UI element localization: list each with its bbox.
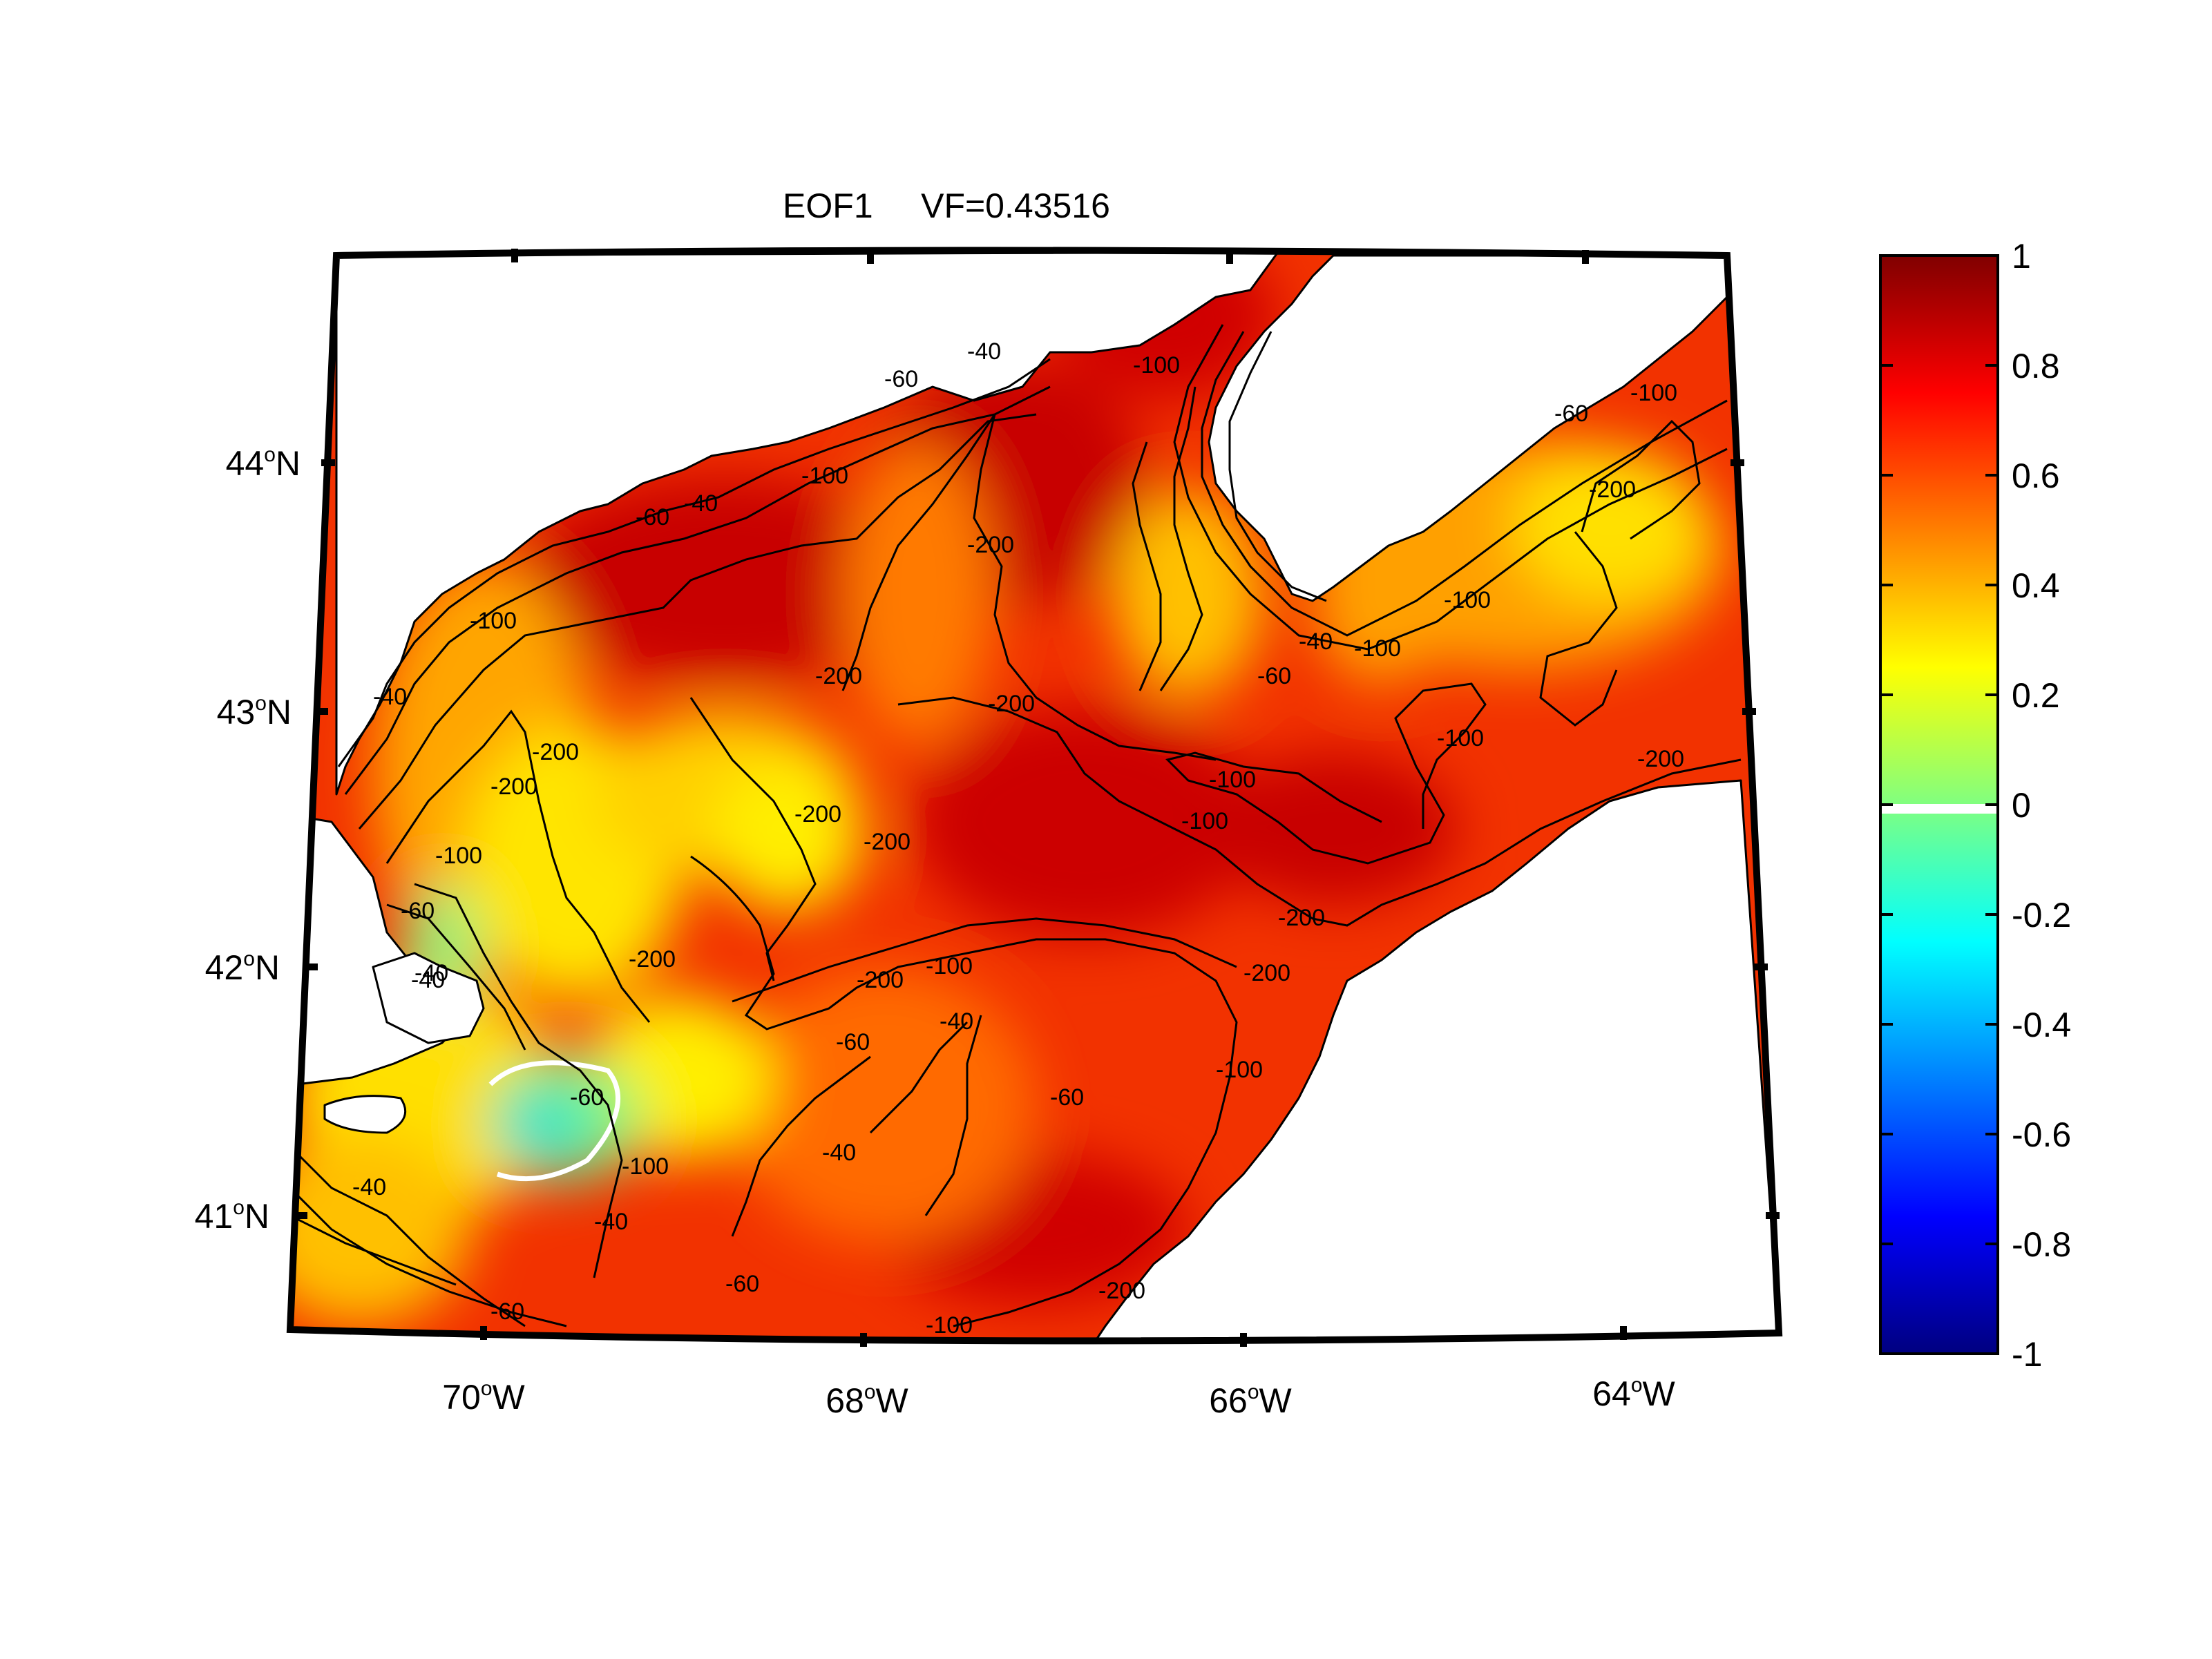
nova-scotia <box>1208 254 1728 602</box>
lat-label: 44oN <box>226 443 301 483</box>
map-frame <box>286 247 1783 1345</box>
contour-label: -200 <box>1243 960 1290 986</box>
lon-label: 66oW <box>1209 1381 1292 1420</box>
contour-label: -60 <box>1554 401 1588 427</box>
contour-label: -200 <box>794 801 841 827</box>
contour-label: -60 <box>725 1271 759 1297</box>
colorbar-label: 0.4 <box>2012 566 2060 605</box>
contour-label: -60 <box>570 1084 604 1111</box>
colorbar-label: -0.6 <box>2012 1115 2071 1154</box>
contour-label: -40 <box>822 1140 856 1166</box>
zero-contour <box>488 1060 620 1182</box>
lat-label: 43oN <box>217 692 292 731</box>
lon-label: 64oW <box>1592 1374 1675 1413</box>
colorbar-label: 1 <box>2012 237 2031 276</box>
contour-label: -40 <box>684 490 718 517</box>
contour-label: -60 <box>401 898 435 924</box>
contour-label: -100 <box>470 608 517 634</box>
contour-label: -40 <box>967 338 1001 365</box>
frame-ticks <box>294 249 1780 1347</box>
contour-label: -60 <box>836 1029 870 1055</box>
colorbar-label: -0.2 <box>2012 896 2071 934</box>
contour-label: -100 <box>801 463 848 489</box>
lon-label: 68oW <box>826 1381 908 1420</box>
contour-label: -40 <box>1299 629 1333 655</box>
colorbar-label: -1 <box>2012 1335 2042 1374</box>
colorbar-zero-gap <box>1882 804 1996 814</box>
contour-label: -100 <box>926 953 973 979</box>
colorbar-label: 0.2 <box>2012 676 2060 715</box>
contour-label: -40 <box>352 1174 386 1200</box>
lat-label: 41oN <box>195 1196 269 1236</box>
contour-label: -200 <box>857 967 904 993</box>
map-area: -60 -40 -100 -60 -40 -100 -100 -60 -60 -… <box>286 247 1783 1347</box>
contour-label: -200 <box>1589 477 1636 503</box>
contour-label: -100 <box>1437 725 1484 751</box>
contour-label: -200 <box>1637 746 1684 772</box>
contour-label: -200 <box>1278 905 1325 931</box>
colorbar-ticks <box>1880 254 1998 1355</box>
chart-title: EOF1 VF=0.43516 <box>783 186 1110 225</box>
contour-label: -200 <box>815 663 862 689</box>
contour-label: -60 <box>490 1298 524 1325</box>
contour-label: -200 <box>629 946 676 972</box>
contour-label: -200 <box>967 532 1014 558</box>
colorbar-label: -0.8 <box>2012 1225 2071 1264</box>
contour-label: -100 <box>435 843 482 869</box>
contour-label: -200 <box>988 691 1035 717</box>
contour-label: -100 <box>1444 587 1491 613</box>
contour-label: -100 <box>1209 767 1256 793</box>
contour-label: -100 <box>1354 635 1401 662</box>
contour-label: -200 <box>864 829 910 855</box>
contour-label: -40 <box>373 684 407 710</box>
cape-cod <box>372 952 485 1044</box>
colorbar-label: 0.8 <box>2012 347 2060 385</box>
contour-label: -40 <box>594 1209 628 1235</box>
colorbar-label: -0.4 <box>2012 1006 2071 1044</box>
latitude-labels: 44oN 43oN 42oN 41oN <box>195 443 301 1236</box>
islands <box>323 1095 407 1134</box>
contour-labels: -60 -40 -100 -60 -40 -100 -100 -60 -60 -… <box>352 338 1684 1339</box>
contour-label: -100 <box>1133 352 1180 378</box>
colorbar-label: 0.6 <box>2012 457 2060 495</box>
contour-label: -100 <box>1630 380 1677 406</box>
contour-label: -100 <box>1181 808 1228 834</box>
colorbar: 1 0.8 0.6 0.4 0.2 0 -0.2 -0.4 -0.6 -0.8 … <box>1879 237 2071 1374</box>
contour-label: -200 <box>532 739 579 765</box>
contour-label: -60 <box>884 366 918 392</box>
longitude-labels: 70oW 68oW 66oW 64oW <box>442 1374 1675 1420</box>
contours <box>290 324 1742 1327</box>
contour-label: -100 <box>926 1312 973 1339</box>
contour-label: -100 <box>622 1153 669 1180</box>
contour-label: -60 <box>1257 663 1291 689</box>
contour-label: -200 <box>1098 1278 1145 1304</box>
contour-label: -200 <box>490 774 537 800</box>
field-blobs <box>290 250 1727 1326</box>
contour-label: -40 <box>411 967 445 993</box>
east-corner-land <box>1090 779 1779 1341</box>
contour-label: -40 <box>414 960 448 986</box>
colorbar-label: 0 <box>2012 786 2031 825</box>
eof-field <box>290 250 1779 1341</box>
contour-label: -100 <box>1216 1057 1263 1083</box>
lon-label: 70oW <box>442 1377 525 1417</box>
lat-label: 42oN <box>205 948 280 987</box>
contour-label: -40 <box>940 1008 973 1035</box>
colorbar-labels: 1 0.8 0.6 0.4 0.2 0 -0.2 -0.4 -0.6 -0.8 … <box>2012 237 2071 1374</box>
contour-label: -60 <box>636 504 669 530</box>
contour-label: -60 <box>1050 1084 1084 1111</box>
land <box>290 251 1779 1341</box>
